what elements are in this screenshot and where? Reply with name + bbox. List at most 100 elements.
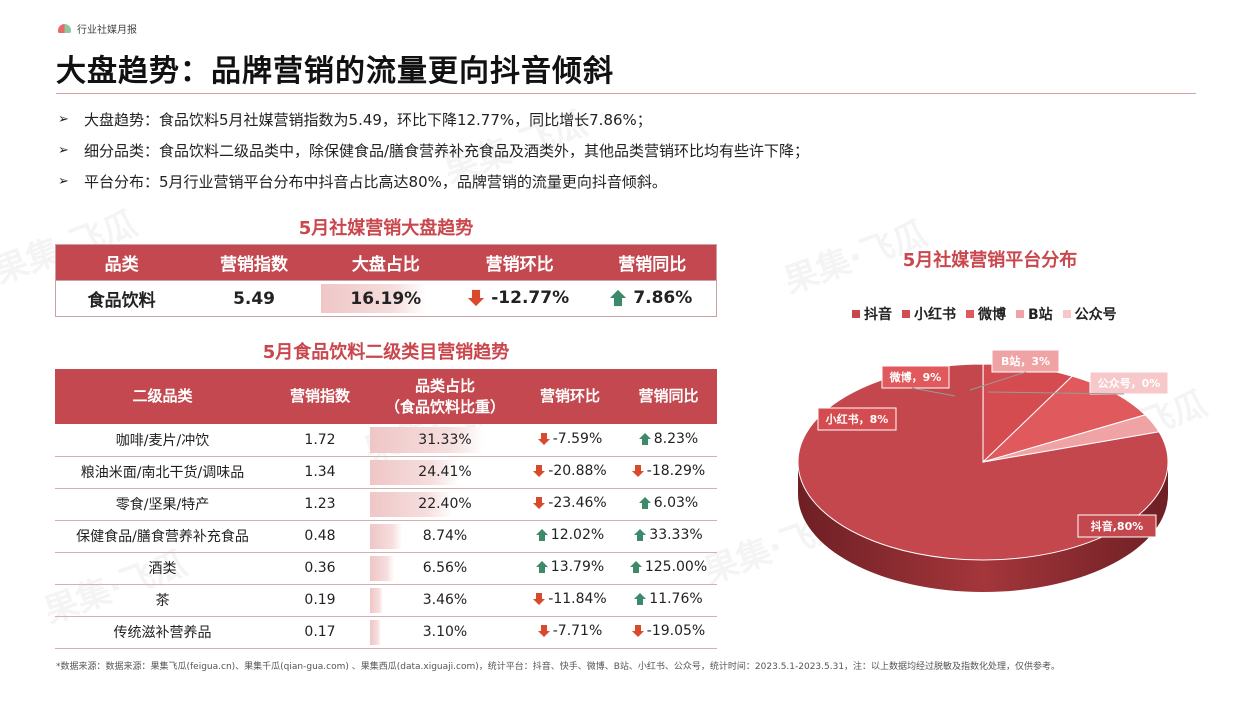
legend-item: B站 — [1016, 304, 1053, 324]
page-title: 大盘趋势：品牌营销的流量更向抖音倾斜 — [56, 54, 614, 89]
header-cell: 营销指数 — [187, 244, 321, 281]
pie-label-text: 公众号，0% — [1098, 376, 1161, 390]
platform-pie-chart: 抖音,80% 小红书，8% 微博，9% B站，3% 公众号，0% — [797, 349, 1169, 592]
index-cell: 0.36 — [270, 552, 370, 585]
chart-legend: 抖音 小红书 微博 B站 公众号 — [852, 304, 1117, 324]
leader-line — [911, 387, 956, 397]
pie-slice — [982, 414, 1160, 463]
pie-data-label: 微博，9% — [881, 365, 950, 389]
down-arrow-icon — [533, 497, 546, 509]
index-cell: 0.19 — [270, 584, 370, 617]
table-row: 传统滋补营养品 0.17 3.10% -7.71% -19.05% — [55, 616, 717, 649]
subcategory-name: 传统滋补营养品 — [55, 616, 270, 649]
index-cell: 0.17 — [270, 616, 370, 649]
down-arrow-icon — [537, 432, 550, 445]
header-cell: 大盘占比 — [320, 244, 451, 281]
legend-swatch — [852, 310, 860, 318]
share-bar — [370, 459, 459, 485]
footnote: *数据来源：数据来源：果集飞瓜(feigua.cn)、果集千瓜(qian-gua… — [56, 662, 1061, 672]
legend-item: 小红书 — [902, 304, 956, 324]
down-arrow-icon — [631, 465, 644, 477]
pie-data-label: 小红书，8% — [817, 407, 897, 431]
header-cell: 品类 — [55, 244, 188, 281]
share-bar — [320, 284, 426, 313]
pie-label-text: 小红书，8% — [825, 412, 889, 426]
share-bar — [370, 523, 402, 549]
share-bar — [370, 427, 484, 453]
legend-swatch — [1062, 310, 1071, 318]
share-cell: 3.46% — [370, 584, 520, 617]
up-arrow-icon — [634, 529, 647, 541]
up-arrow-icon — [610, 289, 627, 307]
legend-swatch — [966, 310, 974, 318]
up-arrow-icon — [638, 497, 651, 509]
yoy-cell: 7.86% — [588, 280, 717, 317]
share-bar — [370, 587, 383, 613]
share-bar — [370, 491, 452, 517]
share-cell: 31.33% — [370, 424, 520, 457]
header-cell: 营销环比 — [520, 369, 620, 424]
down-arrow-icon — [537, 625, 550, 637]
mom-cell: -11.84% — [520, 584, 620, 617]
share-value: 24.41% — [418, 464, 472, 480]
subcategory-name: 酒类 — [55, 552, 270, 585]
legend-item: 公众号 — [1062, 304, 1117, 324]
pie-data-label: 抖音,80% — [1077, 514, 1157, 538]
header-cell: 营销同比 — [588, 244, 717, 281]
chart-title: 5月社媒营销平台分布 — [902, 250, 1078, 271]
header-cell: 营销同比 — [620, 369, 717, 424]
leader-line — [969, 371, 1027, 391]
yoy-cell: 125.00% — [620, 552, 717, 585]
title-divider — [56, 93, 1196, 94]
index-cell: 1.72 — [270, 424, 370, 457]
share-value: 6.56% — [422, 560, 468, 576]
subcategory-table: 二级品类 营销指数 品类占比 （食品饮料比重） 营销环比 营销同比 咖啡/麦片/冲… — [55, 369, 717, 649]
subcategory-name: 茶 — [55, 584, 270, 617]
down-arrow-icon — [533, 593, 546, 605]
up-arrow-icon — [535, 529, 548, 541]
down-arrow-icon — [468, 289, 485, 307]
yoy-cell: -18.29% — [620, 456, 717, 489]
table-row: 零食/坚果/特产 1.23 22.40% -23.46% 6.03% — [55, 488, 717, 521]
share-cell: 3.10% — [370, 616, 520, 649]
table-row: 粮油米面/南北干货/调味品 1.34 24.41% -20.88% -18.29% — [55, 456, 717, 489]
pie-side-wall — [798, 462, 1168, 592]
yoy-cell: -19.05% — [620, 616, 717, 649]
arrow-bullet-icon: ➢ — [58, 112, 69, 127]
up-arrow-icon — [638, 432, 651, 445]
table-row: 保健食品/膳食营养补充食品 0.48 8.74% 12.02% 33.33% — [55, 520, 717, 553]
header-cell: 品类占比 （食品饮料比重） — [370, 369, 520, 424]
share-cell: 16.19% — [320, 280, 451, 317]
up-arrow-icon — [535, 561, 548, 573]
legend-item: 微博 — [966, 304, 1006, 324]
brand-label: 行业社媒月报 — [77, 25, 137, 36]
arrow-bullet-icon: ➢ — [58, 143, 69, 158]
pie-data-label: 公众号，0% — [1089, 371, 1169, 395]
category-cell: 食品饮料 — [55, 280, 188, 317]
mom-cell: -23.46% — [520, 488, 620, 521]
share-value: 22.40% — [418, 496, 472, 512]
leader-line — [987, 391, 1125, 395]
table-row: 酒类 0.36 6.56% 13.79% 125.00% — [55, 552, 717, 585]
subcategory-name: 零食/坚果/特产 — [55, 488, 270, 521]
index-cell: 5.49 — [187, 280, 321, 317]
legend-swatch — [1016, 310, 1024, 318]
subcategory-name: 咖啡/麦片/冲饮 — [55, 424, 270, 457]
mom-cell: -20.88% — [520, 456, 620, 489]
mom-cell: -12.77% — [450, 280, 589, 317]
share-value: 3.10% — [422, 624, 468, 640]
share-value: 31.33% — [418, 431, 472, 448]
header-cell: 营销指数 — [270, 369, 370, 424]
overview-title: 5月社媒营销大盘趋势 — [298, 218, 474, 239]
table-row: 茶 0.19 3.46% -11.84% 11.76% — [55, 584, 717, 617]
index-cell: 1.23 — [270, 488, 370, 521]
yoy-cell: 33.33% — [620, 520, 717, 553]
mom-cell: 13.79% — [520, 552, 620, 585]
share-bar — [370, 619, 382, 645]
index-cell: 0.48 — [270, 520, 370, 553]
share-cell: 6.56% — [370, 552, 520, 585]
overview-table: 品类 营销指数 大盘占比 营销环比 营销同比 食品饮料 5.49 16.19% … — [55, 244, 717, 317]
share-cell: 22.40% — [370, 488, 520, 521]
share-cell: 8.74% — [370, 520, 520, 553]
pie-data-label: B站，3% — [991, 349, 1060, 373]
